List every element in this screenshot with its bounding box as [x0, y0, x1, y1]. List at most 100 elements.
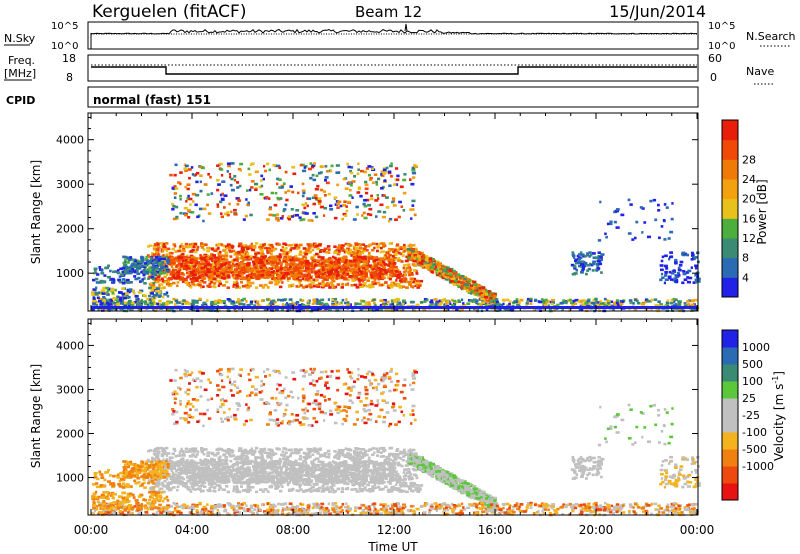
- power-cell: [358, 253, 361, 256]
- power-cell: [152, 281, 156, 285]
- power-cell: [314, 271, 318, 274]
- power-cell: [382, 243, 386, 247]
- power-cell: [372, 274, 377, 277]
- power-cell: [335, 301, 339, 304]
- power-cell: [420, 265, 424, 268]
- power-cell: [180, 276, 184, 280]
- power-cell: [182, 212, 187, 215]
- power-cell: [378, 274, 382, 278]
- power-cell: [268, 281, 273, 285]
- power-cell: [219, 274, 224, 278]
- power-cell: [148, 244, 153, 247]
- power-cell: [206, 284, 210, 288]
- power-cell: [354, 249, 357, 252]
- power-cell: [362, 243, 365, 246]
- power-cell: [252, 256, 257, 259]
- power-cell: [211, 259, 214, 263]
- power-cell: [165, 242, 169, 245]
- power-cell: [171, 267, 175, 270]
- power-cell: [325, 251, 330, 254]
- power-cell: [386, 252, 391, 256]
- power-cell: [233, 253, 236, 256]
- power-cell: [669, 255, 674, 259]
- power-cell: [360, 270, 363, 273]
- power-cell: [316, 278, 319, 282]
- power-cell: [319, 301, 323, 305]
- power-cell: [94, 269, 97, 272]
- nsky-panel-frame: [87, 21, 699, 50]
- power-cell: [328, 256, 332, 260]
- power-cell: [203, 303, 208, 307]
- power-cell: [301, 182, 305, 186]
- power-cell: [197, 261, 201, 264]
- power-cell: [356, 263, 360, 267]
- power-cell: [644, 298, 648, 301]
- power-cell: [419, 279, 424, 283]
- power-cell: [397, 272, 402, 276]
- power-cell: [280, 299, 285, 302]
- power-cell: [425, 298, 429, 302]
- power-cell: [313, 162, 316, 165]
- power-cell: [529, 299, 533, 303]
- power-cell: [134, 294, 139, 298]
- power-cell: [271, 266, 275, 270]
- power-cell: [187, 302, 191, 306]
- power-cell: [436, 262, 439, 265]
- power-cell: [406, 247, 411, 251]
- power-cell: [573, 267, 577, 270]
- power-cell: [675, 275, 679, 279]
- power-cell: [240, 245, 243, 248]
- power-cell: [387, 170, 392, 174]
- power-cell: [411, 199, 416, 203]
- power-cell: [307, 273, 311, 277]
- power-cell: [157, 243, 160, 246]
- power-cell: [356, 249, 360, 253]
- power-cell: [184, 242, 189, 246]
- power-cell: [250, 255, 254, 258]
- power-cell: [200, 246, 204, 249]
- power-cell: [412, 259, 417, 263]
- power-cell: [260, 275, 264, 278]
- power-cell: [235, 256, 239, 259]
- power-cell: [457, 273, 461, 276]
- power-cell: [207, 260, 211, 263]
- power-cell: [686, 276, 690, 279]
- power-cell: [329, 208, 334, 211]
- power-cell: [140, 279, 144, 283]
- power-cell: [94, 301, 99, 304]
- velocity-cell: [217, 488, 221, 492]
- power-cell: [678, 303, 682, 307]
- power-cell: [284, 191, 287, 194]
- power-cell: [205, 260, 208, 264]
- power-cell: [596, 265, 600, 269]
- power-cell: [424, 258, 429, 261]
- power-cell: [110, 290, 113, 293]
- power-cell: [145, 260, 148, 263]
- power-cell: [401, 254, 405, 257]
- power-cell: [377, 277, 381, 280]
- power-cell: [508, 300, 512, 303]
- power-cell: [342, 177, 346, 181]
- power-cell: [591, 262, 596, 266]
- power-cell: [321, 266, 324, 269]
- power-cell: [240, 256, 244, 259]
- power-cell: [314, 308, 319, 312]
- power-cell: [686, 300, 690, 303]
- power-cell: [240, 248, 245, 251]
- power-cell: [290, 270, 295, 274]
- power-cell: [395, 250, 399, 253]
- power-cell: [282, 252, 286, 256]
- power-cell: [301, 303, 304, 306]
- power-cell: [266, 247, 269, 250]
- power-cell: [270, 270, 273, 274]
- power-cell: [281, 303, 285, 306]
- power-cell: [259, 261, 264, 264]
- power-cell: [452, 299, 457, 303]
- power-cell: [127, 296, 131, 299]
- power-cell: [114, 304, 118, 308]
- power-cell: [411, 171, 417, 175]
- power-cell: [674, 303, 678, 306]
- power-cell: [443, 297, 446, 301]
- power-cell: [360, 260, 364, 263]
- power-cell: [253, 262, 256, 266]
